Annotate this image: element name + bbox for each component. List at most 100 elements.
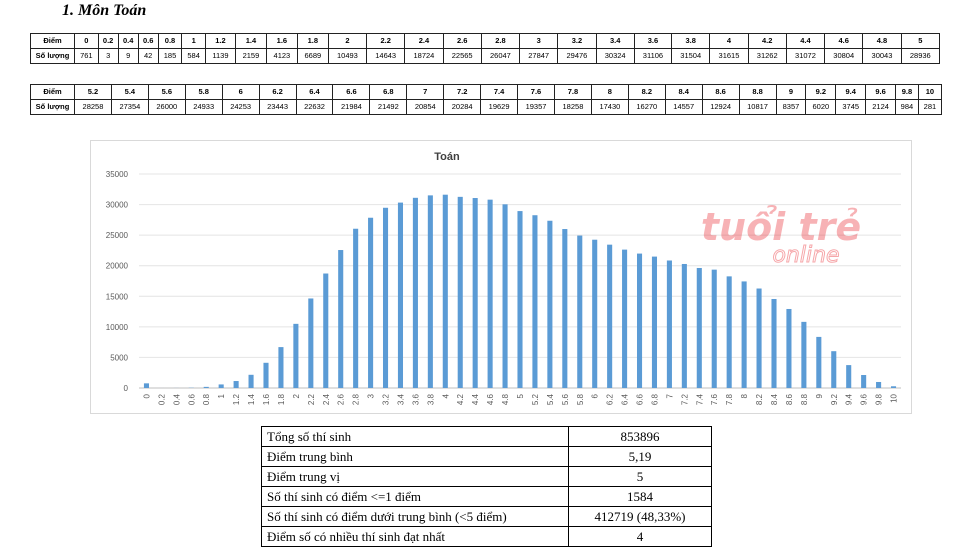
bar xyxy=(412,197,418,388)
score-cell: 7.6 xyxy=(517,84,555,100)
score-cell: 1.4 xyxy=(234,33,267,49)
score-cell: 1.2 xyxy=(204,33,236,49)
score-cell: 3.8 xyxy=(671,33,711,49)
x-tick-label: 8.6 xyxy=(785,393,794,405)
count-cell: 28258 xyxy=(74,99,112,115)
chart-title: Toán xyxy=(434,151,460,163)
x-tick-label: 4.4 xyxy=(471,393,480,405)
bar xyxy=(876,381,882,388)
score-cell: 7.8 xyxy=(553,84,592,100)
bar xyxy=(786,308,792,388)
score-header-row: Điểm 5.2 5.4 5.6 5.8 6 6.2 6.4 6.6 6.8 7 7.2 7.4 7.6… xyxy=(30,84,943,100)
x-tick-label: 9.6 xyxy=(860,393,869,405)
score-cell: 0.8 xyxy=(157,33,183,49)
x-tick-label: 9.8 xyxy=(875,393,884,405)
stats-row: Số thí sinh có điểm dưới trung bình (<5 … xyxy=(261,506,712,527)
count-row-label: Số lượng xyxy=(30,99,75,115)
x-tick-label: 6.8 xyxy=(650,393,659,405)
bar xyxy=(323,273,329,388)
count-cell: 21492 xyxy=(369,99,408,115)
count-cell: 2159 xyxy=(234,48,267,64)
bar xyxy=(592,239,598,388)
stats-label: Số thí sinh có điểm dưới trung bình (<5 … xyxy=(261,506,569,527)
score-cell: 9.2 xyxy=(805,84,837,100)
bar xyxy=(397,202,404,388)
x-tick-label: 0 xyxy=(142,393,151,398)
x-tick-label: 0.6 xyxy=(187,393,196,405)
count-row: Số lượng 761 3 9 42 185 584 1139 2159 4123 6689 10… xyxy=(30,48,941,64)
score-cell: 2.2 xyxy=(366,33,406,49)
y-tick-label: 25000 xyxy=(106,231,129,240)
count-cell: 27847 xyxy=(519,48,559,64)
count-cell: 22632 xyxy=(295,99,334,115)
score-header-row: Điểm 0 0.2 0.4 0.6 0.8 1 1.2 1.4 1.6 1.8 2 2.2 2.4 2.… xyxy=(30,33,941,49)
count-cell: 761 xyxy=(74,48,99,64)
score-table-part-1: Điểm 0 0.2 0.4 0.6 0.8 1 1.2 1.4 1.6 1.8 2 2.2 2.4 2.… xyxy=(30,33,941,64)
count-cell: 30324 xyxy=(595,48,635,64)
bar xyxy=(636,253,643,388)
score-cell: 9.4 xyxy=(835,84,867,100)
count-cell: 1139 xyxy=(204,48,236,64)
count-cell: 984 xyxy=(895,99,919,115)
bar xyxy=(203,386,209,388)
score-cell: 3.2 xyxy=(557,33,597,49)
count-cell: 31262 xyxy=(747,48,787,64)
stats-value: 853896 xyxy=(568,426,712,447)
count-cell: 4123 xyxy=(265,48,298,64)
score-cell: 0 xyxy=(74,33,99,49)
bar xyxy=(502,204,508,388)
score-cell: 1.8 xyxy=(296,33,329,49)
x-tick-label: 3.4 xyxy=(396,393,405,405)
stats-value: 5,19 xyxy=(568,446,712,467)
count-cell: 18258 xyxy=(553,99,592,115)
bar xyxy=(263,362,269,388)
x-tick-label: 2.6 xyxy=(337,393,346,405)
count-cell: 20284 xyxy=(443,99,482,115)
score-cell: 5.2 xyxy=(74,84,112,100)
x-tick-label: 1.2 xyxy=(232,393,241,405)
score-table-part-2: Điểm 5.2 5.4 5.6 5.8 6 6.2 6.4 6.6 6.8 7 7.2 7.4 7.6… xyxy=(30,84,943,115)
y-tick-label: 30000 xyxy=(106,201,129,210)
bar xyxy=(143,383,150,388)
stats-row: Số thí sinh có điểm <=1 điểm 1584 xyxy=(261,486,712,507)
bar xyxy=(681,263,687,388)
bar xyxy=(427,195,433,388)
tuoitre-logo-watermark: tuổi trẻ online xyxy=(701,205,861,269)
y-tick-label: 10000 xyxy=(106,323,129,332)
bar xyxy=(801,321,807,388)
stats-value: 1584 xyxy=(568,486,712,507)
count-cell: 31504 xyxy=(671,48,711,64)
x-tick-label: 1.4 xyxy=(247,393,256,405)
bar xyxy=(338,250,344,388)
bar xyxy=(816,336,822,388)
bar xyxy=(248,374,254,388)
count-cell: 281 xyxy=(917,99,943,115)
x-tick-label: 7.6 xyxy=(710,393,719,405)
stats-value: 412719 (48,33%) xyxy=(568,506,712,527)
score-cell: 8.4 xyxy=(664,84,703,100)
stats-label: Tổng số thí sinh xyxy=(261,426,569,447)
x-tick-label: 1.6 xyxy=(262,393,271,405)
score-cell: 7.2 xyxy=(443,84,482,100)
score-cell: 2.4 xyxy=(404,33,444,49)
score-cell: 5.6 xyxy=(147,84,186,100)
count-cell: 22565 xyxy=(442,48,482,64)
count-cell: 24253 xyxy=(221,99,260,115)
bar xyxy=(756,288,762,388)
stats-row: Tổng số thí sinh 853896 xyxy=(261,426,712,447)
chart-frame: Toán 0 5000 10000 15000 20000 25000 30000 35000… xyxy=(90,140,912,414)
bar xyxy=(577,235,583,388)
bar xyxy=(457,196,463,388)
y-tick-label: 0 xyxy=(124,384,129,393)
score-cell: 9.6 xyxy=(865,84,897,100)
count-cell: 26000 xyxy=(147,99,186,115)
bar xyxy=(711,269,717,388)
score-cell: 1.6 xyxy=(265,33,298,49)
bar xyxy=(607,244,613,388)
x-tick-label: 3.2 xyxy=(382,393,391,405)
x-tick-label: 7.2 xyxy=(680,393,689,405)
score-cell: 8.6 xyxy=(701,84,740,100)
x-tick-label: 8 xyxy=(740,393,749,398)
y-tick-label: 5000 xyxy=(110,353,128,362)
x-tick-label: 3.8 xyxy=(426,393,435,405)
